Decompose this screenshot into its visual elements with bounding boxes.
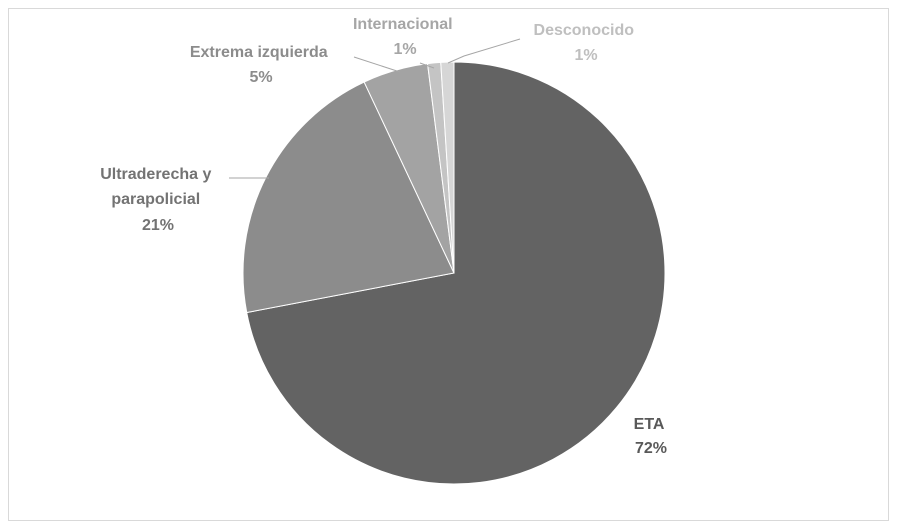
leader-line-extrema-izquierda: [353, 56, 401, 73]
slice-name-internacional: Internacional: [353, 16, 453, 33]
slice-label-extrema-izquierda: Extrema izquierda 5%: [190, 44, 332, 86]
slice-label-eta: ETA 72%: [634, 416, 669, 457]
slice-label-internacional: Internacional 1%: [353, 16, 457, 58]
slice-name-ultraderecha-line2: parapolicial: [111, 191, 200, 208]
slice-percent-desconocido: 1%: [574, 47, 597, 64]
slice-label-desconocido: Desconocido 1%: [534, 22, 639, 64]
pie-slice-ultraderecha: [242, 81, 455, 314]
slice-percent-ultraderecha: 21%: [142, 217, 174, 234]
slice-label-ultraderecha: Ultraderecha y parapolicial 21%: [100, 166, 216, 234]
pie-slice-eta: [246, 61, 666, 485]
slice-percent-eta: 72%: [635, 440, 667, 457]
leader-line-desconocido: [447, 38, 521, 64]
pie-slices: [242, 61, 666, 485]
slice-name-extrema-izquierda: Extrema izquierda: [190, 44, 328, 61]
leader-line-internacional: [419, 62, 435, 69]
slice-name-eta: ETA: [634, 416, 665, 433]
slice-percent-extrema-izquierda: 5%: [249, 69, 272, 86]
slice-name-desconocido: Desconocido: [534, 22, 635, 39]
slice-percent-internacional: 1%: [393, 41, 416, 58]
pie-slice-desconocido: [440, 61, 455, 274]
data-labels: ETA 72% Ultraderecha y parapolicial 21% …: [100, 16, 669, 457]
slice-name-ultraderecha-line1: Ultraderecha y: [100, 166, 211, 183]
leader-lines: [229, 38, 521, 179]
